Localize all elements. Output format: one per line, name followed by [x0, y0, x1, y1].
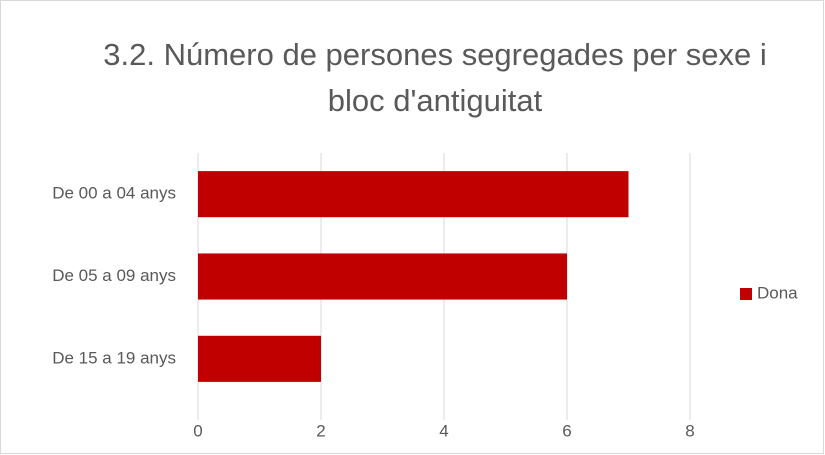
x-tick-label: 8	[685, 421, 694, 440]
y-tick-label: De 05 a 09 anys	[52, 266, 176, 285]
x-tick-label: 2	[316, 421, 325, 440]
y-tick-label: De 15 a 19 anys	[52, 348, 176, 367]
x-tick-label: 4	[439, 421, 448, 440]
bar	[198, 253, 567, 300]
legend-label: Dona	[757, 283, 798, 302]
x-tick-label: 6	[562, 421, 571, 440]
legend-swatch	[740, 288, 752, 300]
bar	[198, 335, 321, 382]
x-tick-label: 0	[193, 421, 202, 440]
y-tick-label: De 00 a 04 anys	[52, 184, 176, 203]
chart-title: 3.2. Número de persones segregades per s…	[103, 37, 767, 118]
bar	[198, 171, 629, 218]
